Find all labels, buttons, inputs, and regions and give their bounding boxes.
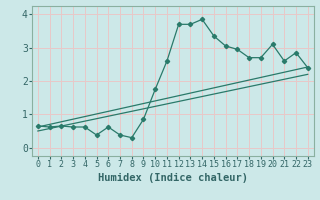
X-axis label: Humidex (Indice chaleur): Humidex (Indice chaleur)	[98, 173, 248, 183]
